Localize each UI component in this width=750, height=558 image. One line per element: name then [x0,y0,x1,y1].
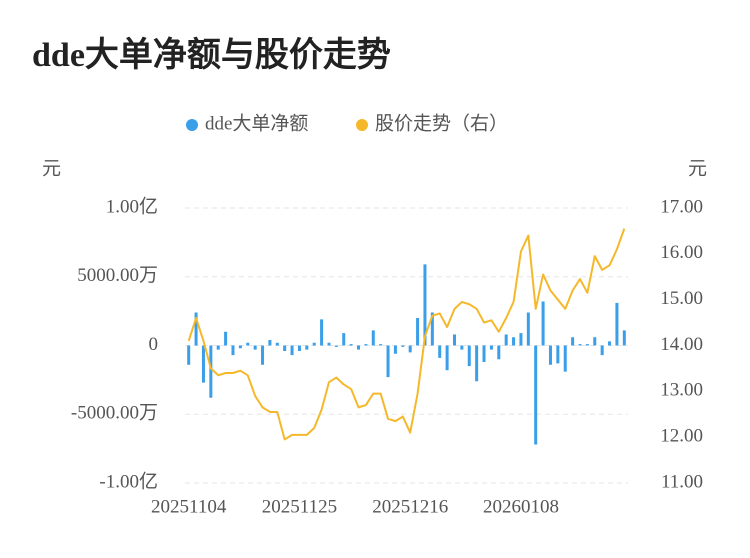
bar [268,340,272,346]
bar [371,330,375,346]
bar [578,344,582,346]
bar [585,344,589,346]
price-line [187,228,626,441]
bar [408,345,412,353]
bar [563,345,567,372]
bar [246,342,250,346]
bar [364,344,368,346]
bar [452,334,456,346]
bar [283,345,287,351]
bar [467,345,471,367]
y2-tick-label: 11.00 [661,471,703,492]
bar [615,302,619,346]
bar [305,345,309,350]
legend-label: 股价走势（右） [375,112,508,134]
bar [512,337,516,346]
y-tick-label: -5000.00万 [71,403,158,424]
legend-marker [186,119,198,131]
bar [386,345,390,378]
bar [261,345,265,365]
bar [334,345,338,347]
y2-tick-label: 17.00 [660,196,703,217]
bar [489,345,493,350]
legend-marker [356,119,368,131]
bar [519,333,523,346]
bar [497,345,501,360]
y2-tick-label: 16.00 [660,242,703,263]
bar [290,345,294,356]
x-tick-label: 20260108 [483,496,559,517]
bar [423,264,427,346]
bar [401,345,405,347]
bar [541,301,545,346]
x-tick-label: 20251216 [372,496,448,517]
bar [253,345,257,350]
y2-tick-label: 14.00 [660,334,703,355]
bar [312,342,316,346]
y-tick-label: 1.00亿 [106,195,158,217]
y-tick-label: 5000.00万 [77,265,158,286]
bar [393,345,397,354]
chart-title: dde大单净额与股价走势 [32,36,391,74]
bar [526,312,530,346]
bar [216,345,220,350]
bar [231,345,235,356]
x-tick-label: 20251125 [262,496,337,517]
bar [504,334,508,346]
bar [475,345,479,382]
bar [327,342,331,346]
bar [548,345,552,365]
bar [224,331,228,346]
bar [622,330,626,346]
bar [209,345,213,398]
y2-tick-label: 15.00 [660,288,703,309]
bar [275,342,279,346]
bar [187,345,191,365]
bar [445,345,449,371]
bar [556,345,560,364]
bar [379,344,383,346]
bar [430,312,434,346]
bar [201,345,205,383]
bar [571,337,575,346]
bar [600,345,604,356]
bar [460,345,464,350]
bar [534,345,538,445]
bar [438,345,442,358]
legend-label: dde大单净额 [205,112,308,134]
bar [194,312,198,346]
y-unit-label: 元 [42,158,61,179]
bar [320,319,324,346]
bar [357,345,361,350]
y-tick-label: -1.00亿 [99,470,158,492]
bar [608,341,612,346]
x-tick-label: 20251104 [151,496,227,517]
bar [482,345,486,362]
bar [593,337,597,346]
y-tick-label: 0 [149,334,159,355]
bar [297,345,301,351]
y2-tick-label: 12.00 [660,426,703,447]
bar [349,344,353,346]
bar [342,333,346,346]
y2-unit-label: 元 [688,158,707,179]
bar [416,318,420,346]
bar [238,345,242,349]
y2-tick-label: 13.00 [660,380,703,401]
